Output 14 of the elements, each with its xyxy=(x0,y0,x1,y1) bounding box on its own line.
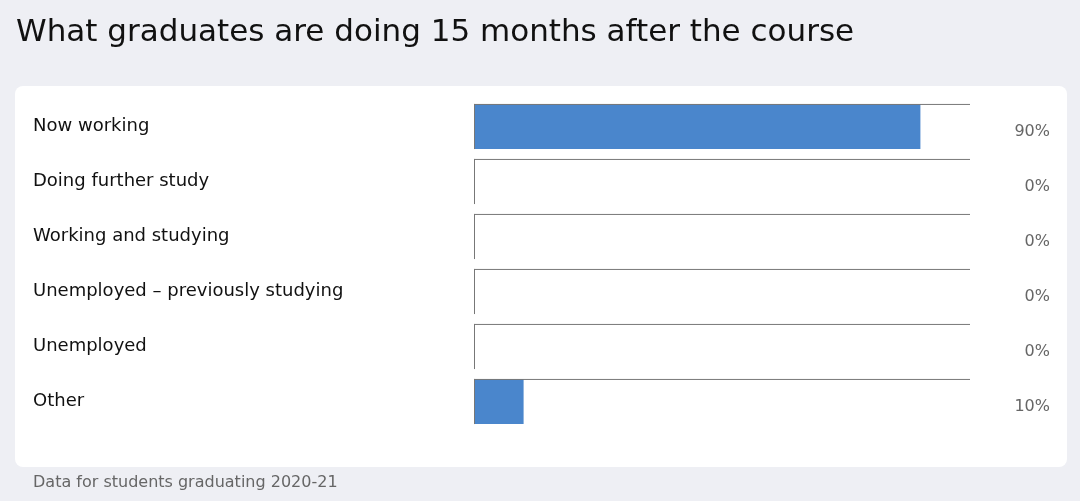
y-tick-label: Working and studying xyxy=(33,224,230,246)
chart-title: What graduates are doing 15 months after the course xyxy=(16,12,855,48)
y-tick-label: Other xyxy=(33,389,85,411)
y-tick-label: Unemployed – previously studying xyxy=(33,279,344,301)
data-label: 90% xyxy=(1014,120,1050,140)
text: Data for students graduating 2020-21 xyxy=(33,472,338,491)
y-tick-label: Unemployed xyxy=(33,334,147,356)
y-tick-label: Doing further study xyxy=(33,169,210,191)
data-label: 0% xyxy=(1024,230,1050,250)
data-label: 10% xyxy=(1014,395,1050,415)
y-tick-label: Now working xyxy=(33,114,150,136)
data-label: 0% xyxy=(1024,340,1050,360)
data-label: 0% xyxy=(1024,285,1050,305)
data-label: 0% xyxy=(1024,175,1050,195)
